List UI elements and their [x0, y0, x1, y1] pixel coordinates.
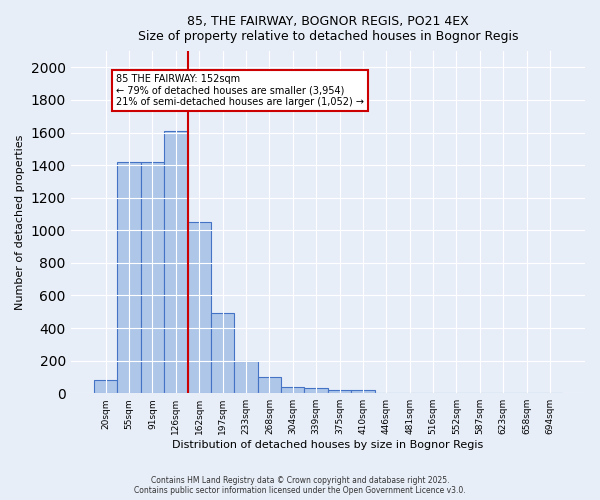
Bar: [281, 386, 304, 393]
Bar: [304, 388, 328, 393]
Bar: [351, 390, 374, 393]
Bar: [257, 377, 281, 393]
Bar: [164, 131, 188, 393]
Title: 85, THE FAIRWAY, BOGNOR REGIS, PO21 4EX
Size of property relative to detached ho: 85, THE FAIRWAY, BOGNOR REGIS, PO21 4EX …: [137, 15, 518, 43]
Bar: [328, 390, 351, 393]
Bar: [188, 222, 211, 393]
Bar: [211, 314, 235, 393]
Text: 85 THE FAIRWAY: 152sqm
← 79% of detached houses are smaller (3,954)
21% of semi-: 85 THE FAIRWAY: 152sqm ← 79% of detached…: [116, 74, 364, 107]
Bar: [235, 360, 257, 393]
Bar: [141, 162, 164, 393]
X-axis label: Distribution of detached houses by size in Bognor Regis: Distribution of detached houses by size …: [172, 440, 484, 450]
Bar: [118, 162, 141, 393]
Text: Contains HM Land Registry data © Crown copyright and database right 2025.
Contai: Contains HM Land Registry data © Crown c…: [134, 476, 466, 495]
Y-axis label: Number of detached properties: Number of detached properties: [15, 134, 25, 310]
Bar: [94, 380, 118, 393]
